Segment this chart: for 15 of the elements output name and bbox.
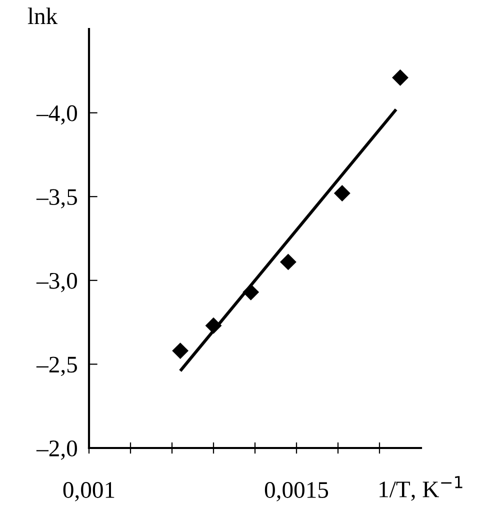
point bbox=[242, 284, 260, 300]
x-axis-title: 1/T, K$^{−1}$ bbox=[380, 476, 462, 501]
y-axis-title: lnk bbox=[28, 8, 58, 24]
y-tick-label: –3,5 bbox=[36, 189, 77, 208]
x-tick-label: 0,0015 bbox=[264, 482, 328, 502]
point bbox=[172, 342, 189, 360]
y-tick-label: –3,0 bbox=[36, 272, 77, 292]
x-tick-label: 0,001 bbox=[63, 482, 114, 502]
y-tick-label: –2,5 bbox=[36, 356, 77, 376]
point bbox=[392, 69, 408, 86]
point bbox=[334, 185, 350, 202]
point bbox=[205, 317, 222, 334]
y-tick-label: –4,0 bbox=[36, 105, 77, 125]
point bbox=[280, 254, 296, 270]
y-tick-label: –2,0 bbox=[36, 440, 77, 460]
